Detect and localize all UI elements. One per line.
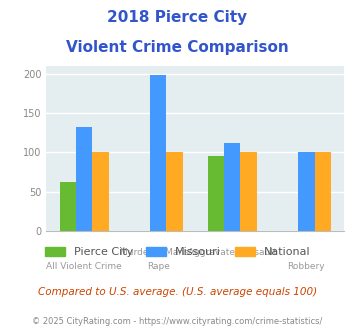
Text: Rape: Rape xyxy=(147,262,170,271)
Bar xyxy=(208,156,224,231)
Bar xyxy=(76,127,92,231)
Bar xyxy=(92,152,109,231)
Text: Violent Crime Comparison: Violent Crime Comparison xyxy=(66,40,289,54)
Text: All Violent Crime: All Violent Crime xyxy=(46,262,122,271)
Bar xyxy=(224,143,240,231)
Bar xyxy=(315,152,331,231)
Bar xyxy=(240,152,257,231)
Bar xyxy=(60,182,76,231)
Text: Compared to U.S. average. (U.S. average equals 100): Compared to U.S. average. (U.S. average … xyxy=(38,287,317,297)
Text: Murder & Mans...: Murder & Mans... xyxy=(120,248,197,257)
Text: © 2025 CityRating.com - https://www.cityrating.com/crime-statistics/: © 2025 CityRating.com - https://www.city… xyxy=(32,317,323,326)
Legend: Pierce City, Missouri, National: Pierce City, Missouri, National xyxy=(40,242,315,262)
Bar xyxy=(166,152,183,231)
Bar xyxy=(298,152,315,231)
Text: Robbery: Robbery xyxy=(288,262,325,271)
Text: 2018 Pierce City: 2018 Pierce City xyxy=(108,10,247,25)
Text: Aggravated Assault: Aggravated Assault xyxy=(188,248,277,257)
Bar xyxy=(150,75,166,231)
